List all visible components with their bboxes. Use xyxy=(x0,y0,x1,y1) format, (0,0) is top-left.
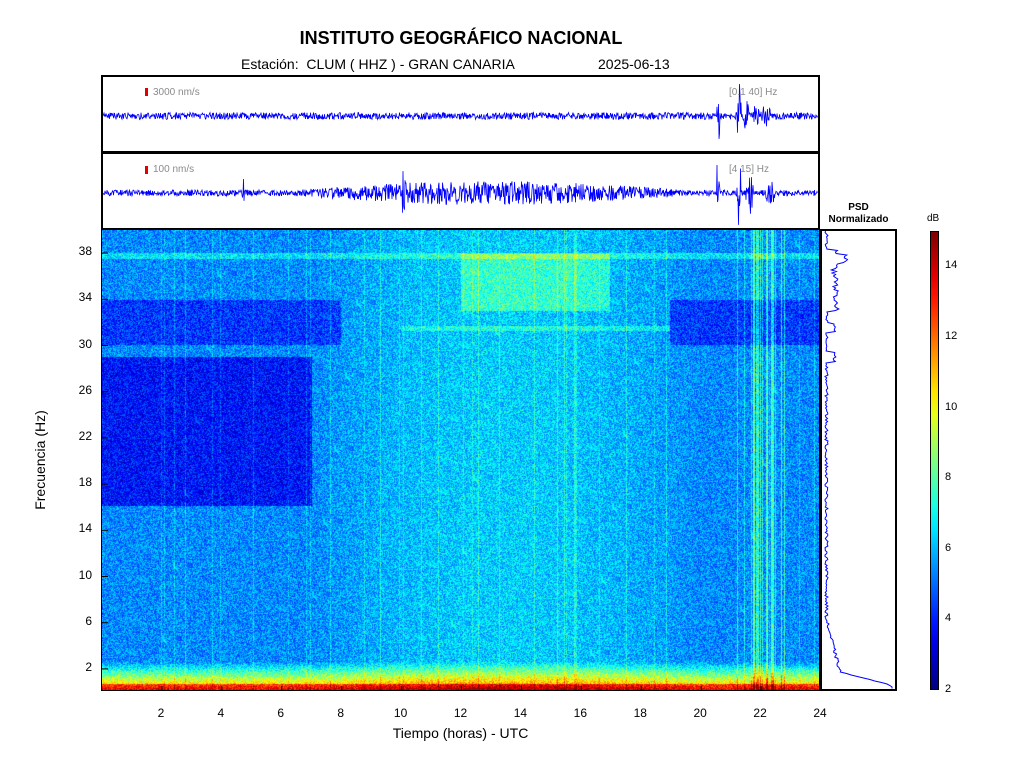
spectrogram-plot xyxy=(101,229,820,691)
colorbar-tick-label: 10 xyxy=(945,400,958,413)
scale-label: 3000 nm/s xyxy=(153,87,200,98)
chart-title: INSTITUTO GEOGRÁFICO NACIONAL xyxy=(299,28,623,48)
colorbar-tick-label: 4 xyxy=(945,612,952,625)
y-tick-label: 2 xyxy=(85,659,92,674)
x-tick-label: 6 xyxy=(277,706,285,720)
waveform-line xyxy=(103,164,818,225)
spectrogram-image xyxy=(102,230,819,690)
x-tick-label: 22 xyxy=(753,706,767,720)
x-tick-label: 12 xyxy=(453,706,468,720)
colorbar-tick-label: 8 xyxy=(945,471,952,484)
x-tick-label: 18 xyxy=(633,706,647,720)
scale-marker xyxy=(145,88,148,96)
colorbar-tick-label: 6 xyxy=(945,541,952,554)
colorbar-tick-label: 14 xyxy=(945,259,958,272)
y-tick-label: 34 xyxy=(78,290,92,305)
psd-curve xyxy=(824,231,893,689)
psd-title-line2: Normalizado xyxy=(828,214,889,225)
waveform-panel-broadband xyxy=(101,75,820,153)
y-tick-label: 22 xyxy=(78,428,92,443)
band-label: [0.1 40] Hz xyxy=(729,87,778,98)
colorbar-tick-label: 12 xyxy=(945,329,958,342)
waveform-line xyxy=(103,83,818,139)
waveform-trace-filtered xyxy=(103,164,818,225)
x-axis-label: Tiempo (horas) - UTC xyxy=(392,725,529,741)
x-tick-label: 20 xyxy=(693,706,707,720)
x-tick-label: 2 xyxy=(157,706,165,720)
x-tick-label: 24 xyxy=(813,706,827,720)
scale-marker xyxy=(145,166,148,174)
x-tick-label: 4 xyxy=(217,706,225,720)
psd-panel xyxy=(820,229,897,691)
y-tick-label: 18 xyxy=(78,475,92,490)
scale-label: 100 nm/s xyxy=(153,164,195,175)
waveform-panel-filtered xyxy=(101,152,820,230)
y-axis-label: Frecuencia (Hz) xyxy=(32,410,48,510)
y-tick-label: 10 xyxy=(78,567,92,582)
y-tick-label: 30 xyxy=(78,336,92,351)
y-tick-label: 38 xyxy=(78,244,92,259)
station-label: Estación: CLUM ( HHZ ) - GRAN CANARIA xyxy=(241,56,515,72)
psd-title-line1: PSD xyxy=(848,202,869,213)
psd-title: PSD Normalizado xyxy=(820,202,897,226)
colorbar-unit: dB xyxy=(927,213,940,224)
band-label: [4 15] Hz xyxy=(729,164,770,175)
y-tick-label: 14 xyxy=(78,521,92,536)
x-tick-label: 16 xyxy=(573,706,587,720)
spectrogram-ticks xyxy=(102,252,762,690)
waveform-trace-broadband xyxy=(103,83,818,139)
y-tick-label: 26 xyxy=(78,382,92,397)
colorbar-tick-label: 2 xyxy=(945,683,952,695)
x-tick-label: 14 xyxy=(513,706,528,720)
x-tick-label: 8 xyxy=(337,706,344,720)
date-label: 2025-06-13 xyxy=(598,56,670,72)
x-tick-label: 10 xyxy=(393,706,408,720)
psd-line xyxy=(824,231,893,689)
y-tick-label: 6 xyxy=(85,613,92,628)
colorbar xyxy=(930,231,939,690)
